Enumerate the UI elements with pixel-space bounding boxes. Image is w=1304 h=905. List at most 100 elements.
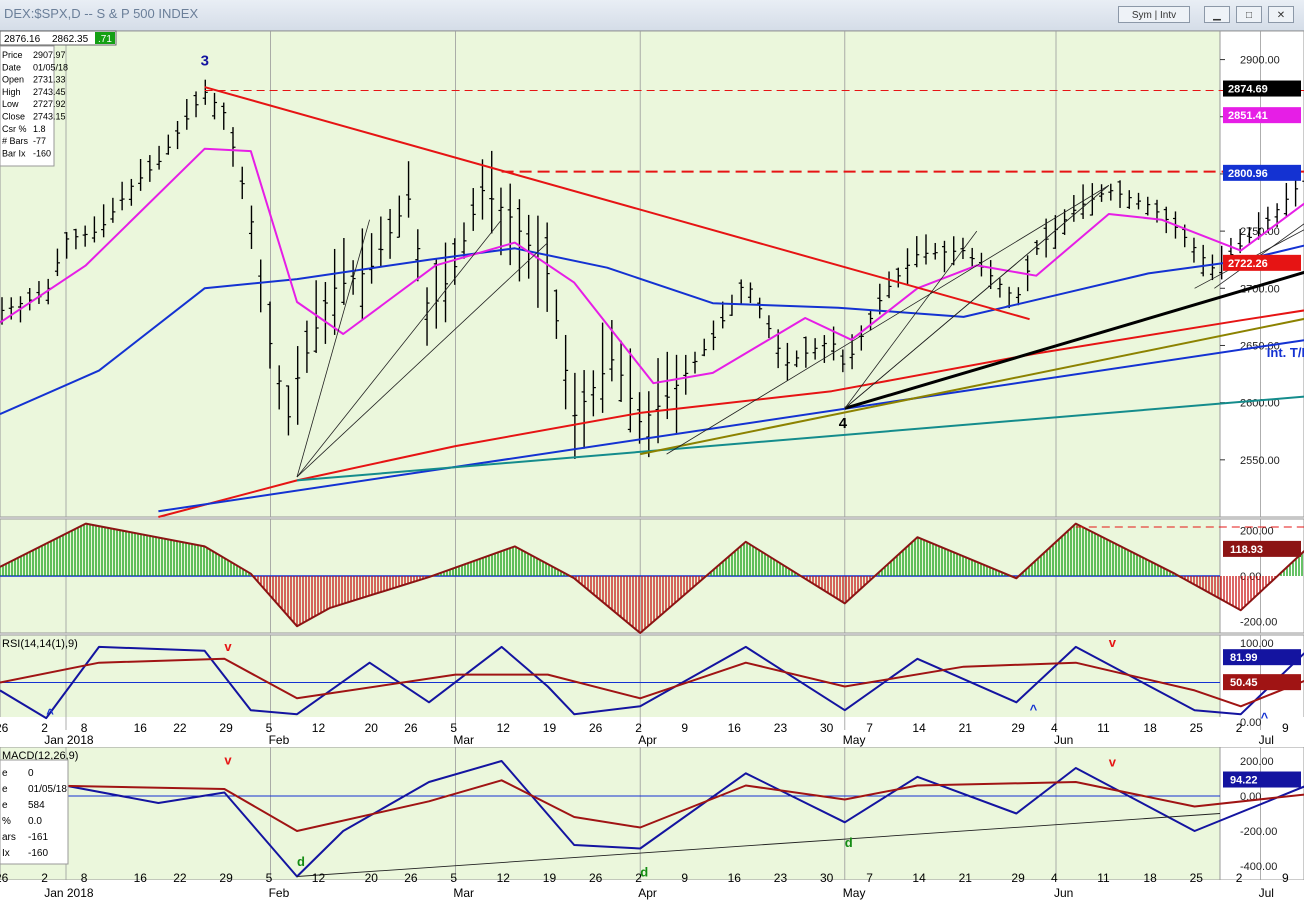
macd-d-green-label: d [297, 854, 305, 869]
info-label: Close [2, 112, 25, 122]
x-day-label: 18 [1143, 871, 1157, 885]
macd-signal-line [46, 779, 1304, 832]
header-badge [95, 32, 115, 44]
rsi-v-label: v [224, 639, 232, 654]
info-value: 1.8 [33, 124, 46, 134]
header-value-2: 2862.35 [52, 34, 89, 45]
macd-panel [0, 746, 1221, 881]
info-label: High [2, 87, 21, 97]
rsi-tag-label: 50.45 [1230, 677, 1258, 689]
rsi-caret-label: ^ [1030, 702, 1038, 717]
y-tick-label: 2700.00 [1240, 283, 1280, 295]
y-tick-label: 2900.00 [1240, 55, 1280, 67]
x-day-label: 20 [365, 721, 379, 735]
close-icon[interactable]: ✕ [1268, 6, 1294, 23]
x-day-label: 2 [1236, 871, 1243, 885]
price-tag-label: 2722.26 [1228, 258, 1268, 270]
minimize-icon[interactable]: ▁ [1204, 6, 1230, 23]
ma-200-line [158, 309, 1304, 518]
fan-line [296, 242, 549, 478]
y-tick-label: -400.00 [1240, 861, 1277, 873]
macd-tag [1223, 771, 1301, 788]
y-tick-label: 0.00 [1240, 717, 1261, 729]
macd-info-value: -160 [28, 848, 48, 859]
macd-info-value: 584 [28, 800, 45, 811]
info-value: -77 [33, 136, 46, 146]
x-day-label: 9 [1282, 721, 1289, 735]
histogram-tag-label: 118.93 [1230, 544, 1263, 556]
macd-info-label: % [2, 816, 11, 827]
x-day-label: 5 [450, 721, 457, 735]
x-month-label: Jul [1259, 733, 1274, 747]
x-day-label: 19 [543, 721, 557, 735]
sym-intv-control[interactable]: Sym | Intv [1118, 6, 1190, 23]
x-day-label: 5 [266, 871, 273, 885]
y-tick-label: 200.00 [1240, 756, 1274, 768]
intv-button[interactable]: Intv [1160, 10, 1177, 21]
trendline-black-support [844, 270, 1304, 410]
info-box [0, 45, 55, 167]
maximize-icon[interactable]: □ [1236, 6, 1262, 23]
x-day-label: 21 [959, 721, 973, 735]
macd-v-label: v [224, 753, 232, 768]
fan-line [666, 185, 1110, 455]
price-tag [1223, 254, 1301, 271]
macd-panel-title: MACD(12,26,9) [2, 750, 78, 762]
ma-mid-line [0, 244, 1304, 416]
x-day-label: 23 [774, 871, 788, 885]
x-day-label: 4 [1051, 721, 1058, 735]
fan-line [296, 219, 370, 478]
macd-info-label: Ix [2, 848, 10, 859]
fan-line [296, 219, 502, 478]
macd-info-box [0, 759, 69, 865]
rsi-v-label: v [1109, 635, 1117, 650]
info-label: # Bars [2, 136, 29, 146]
x-day-label: 16 [728, 871, 742, 885]
x-day-label: 5 [266, 721, 273, 735]
x-day-label: 9 [1282, 871, 1289, 885]
x-day-label: 16 [728, 721, 742, 735]
rsi-tag [1223, 649, 1301, 666]
rsi-line [0, 645, 1304, 720]
rsi-tag [1223, 674, 1301, 691]
price-tag-label: 2851.41 [1228, 110, 1268, 122]
window-titlebar: DEX:$SPX,D -- S & P 500 INDEX Sym | Intv… [0, 0, 1304, 31]
x-day-label: 26 [0, 871, 9, 885]
macd-line [46, 760, 1304, 878]
macd-info-value: 01/05/18 [28, 784, 67, 795]
x-month-label: Jun [1054, 886, 1073, 900]
wave-4-label: 4 [839, 415, 848, 432]
x-month-label: Jan 2018 [44, 886, 94, 900]
x-month-label: May [843, 886, 866, 900]
header-value-1: 2876.16 [4, 34, 41, 45]
info-panel: 2876.16 2862.35 .71 Price 2907.97 Date 01/05/1… [0, 30, 117, 167]
x-month-label: Feb [269, 733, 290, 747]
window-title: DEX:$SPX,D -- S & P 500 INDEX [4, 6, 199, 21]
sym-button[interactable]: Sym [1131, 10, 1152, 21]
price-tag [1223, 107, 1301, 124]
info-label: Csr % [2, 124, 27, 134]
macd-info-label: e [2, 784, 8, 795]
rsi-signal-line [0, 657, 1304, 708]
info-label: Date [2, 62, 21, 72]
x-month-label: Apr [638, 886, 657, 900]
rsi-caret-label: ^ [46, 706, 54, 721]
x-day-label: 26 [0, 721, 9, 735]
x-day-label: 20 [365, 871, 379, 885]
macd-info-label: e [2, 768, 8, 779]
x-day-label: 16 [134, 721, 148, 735]
price-panel-axis [1219, 30, 1304, 518]
x-day-label: 9 [681, 721, 688, 735]
info-value: 2731.33 [33, 75, 66, 85]
info-value: -160 [33, 148, 51, 158]
x-day-label: 2 [635, 871, 642, 885]
macd-info-value: -161 [28, 832, 48, 843]
y-tick-label: 200.00 [1240, 525, 1274, 537]
macd-support-line [296, 813, 1221, 877]
x-day-label: 12 [497, 871, 511, 885]
x-day-label: 4 [1051, 871, 1058, 885]
chart-canvas[interactable]: 2900.002850.002800.002750.002700.002650.… [0, 30, 1304, 900]
x-day-label: 25 [1190, 721, 1204, 735]
ma-short-line [0, 147, 1304, 385]
